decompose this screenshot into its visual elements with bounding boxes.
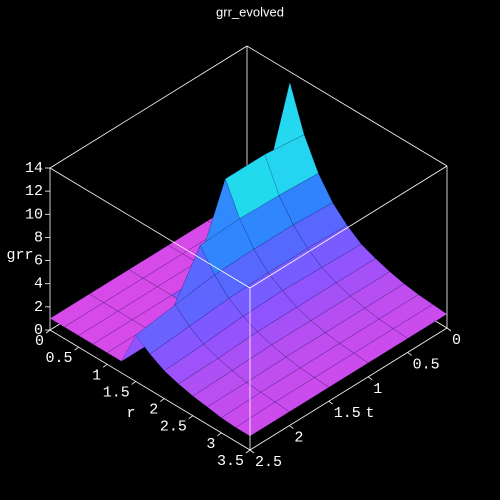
box-edge bbox=[49, 329, 251, 451]
y-tick-label: 2 bbox=[294, 430, 303, 447]
x-tick bbox=[245, 449, 251, 454]
y-tick bbox=[328, 400, 334, 405]
x-tick bbox=[217, 432, 222, 437]
x-tick bbox=[160, 398, 165, 402]
y-axis-label: t bbox=[365, 405, 374, 422]
y-tick-label: 1 bbox=[373, 381, 382, 398]
y-tick-label: 2.5 bbox=[255, 454, 282, 471]
x-tick bbox=[74, 346, 79, 351]
y-tick bbox=[367, 376, 373, 381]
z-tick-label: 10 bbox=[25, 206, 43, 223]
y-tick bbox=[289, 425, 294, 429]
x-tick-label: 0 bbox=[35, 333, 44, 350]
box-edge bbox=[49, 167, 251, 289]
chart-title: grr_evolved bbox=[216, 4, 284, 19]
x-tick-label: 2 bbox=[149, 402, 158, 419]
z-tick-label: 8 bbox=[34, 229, 43, 246]
z-tick-label: 0 bbox=[34, 322, 43, 339]
x-tick-label: 1 bbox=[92, 367, 101, 384]
x-tick-label: 1.5 bbox=[103, 384, 130, 401]
x-tick-label: 2.5 bbox=[160, 419, 187, 436]
y-tick bbox=[446, 327, 452, 332]
x-tick-label: 0.5 bbox=[46, 350, 73, 367]
y-tick bbox=[249, 449, 255, 454]
y-tick-label: 0.5 bbox=[413, 356, 440, 373]
x-tick bbox=[131, 381, 136, 385]
x-tick-label: 3.5 bbox=[217, 453, 244, 470]
z-tick-label: 6 bbox=[34, 253, 43, 270]
z-tick-label: 14 bbox=[25, 160, 43, 177]
y-tick bbox=[407, 352, 412, 356]
y-tick-label: 1.5 bbox=[334, 405, 361, 422]
x-tick bbox=[45, 329, 51, 334]
z-tick-label: 12 bbox=[25, 183, 43, 200]
x-tick bbox=[188, 415, 194, 420]
box-edge bbox=[249, 327, 448, 451]
x-axis-label: r bbox=[126, 405, 135, 422]
x-tick bbox=[102, 363, 108, 368]
y-tick-label: 0 bbox=[452, 332, 461, 349]
z-axis-label: grr bbox=[6, 247, 33, 264]
x-tick-label: 3 bbox=[206, 436, 215, 453]
z-tick-label: 2 bbox=[34, 299, 43, 316]
box-edge bbox=[246, 45, 448, 167]
z-tick-label: 4 bbox=[34, 276, 43, 293]
box-edge bbox=[49, 45, 248, 169]
box-edge bbox=[249, 165, 448, 289]
